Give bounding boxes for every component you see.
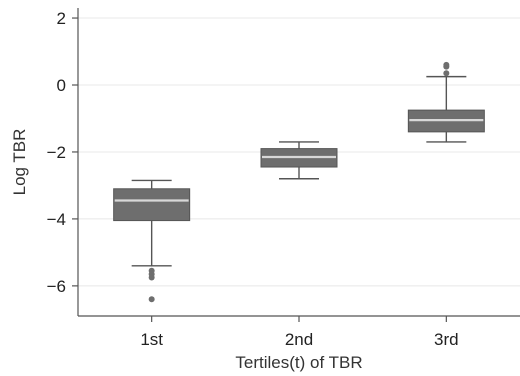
- x-tick-label: 2nd: [285, 330, 313, 349]
- y-tick-label: −4: [47, 210, 66, 229]
- x-tick-label: 3rd: [434, 330, 459, 349]
- y-tick-label: −2: [47, 143, 66, 162]
- outlier-point: [148, 274, 155, 281]
- x-ticks: 1st 2nd 3rd: [140, 316, 459, 349]
- y-ticks: 2 0 −2 −4 −6: [47, 9, 78, 296]
- y-axis-label: Log TBR: [10, 129, 29, 196]
- box-series: [113, 61, 485, 303]
- y-tick-label: 2: [57, 9, 66, 28]
- x-axis-label: Tertiles(t) of TBR: [235, 353, 362, 372]
- box-1: [113, 179, 191, 303]
- box-2: [260, 141, 338, 180]
- box-3: [407, 61, 485, 143]
- outlier-point: [443, 70, 450, 77]
- y-tick-label: 0: [57, 76, 66, 95]
- box-body: [113, 188, 191, 222]
- x-tick-label: 1st: [140, 330, 163, 349]
- outlier-point: [443, 61, 450, 68]
- y-tick-label: −6: [47, 277, 66, 296]
- outlier-point: [148, 296, 155, 303]
